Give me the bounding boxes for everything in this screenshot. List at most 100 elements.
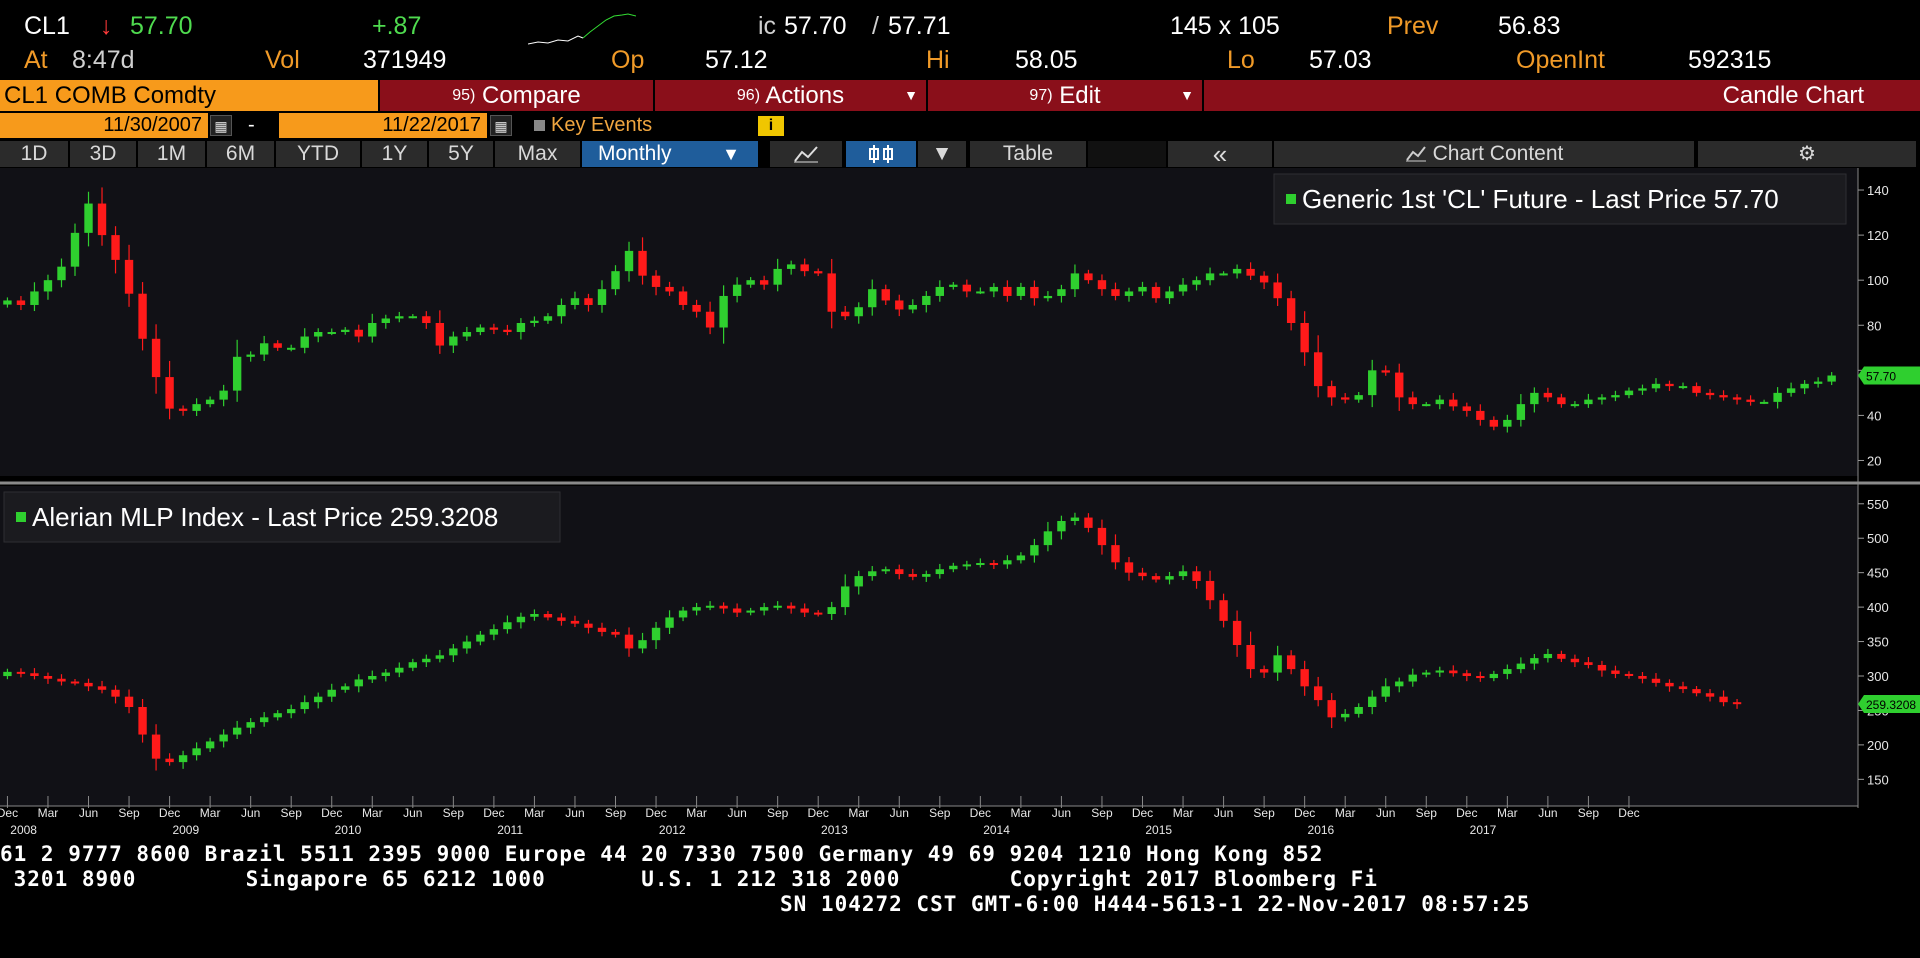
candle <box>124 244 134 307</box>
tab-max[interactable]: Max <box>495 141 582 167</box>
candle <box>1016 282 1026 301</box>
candle <box>1813 377 1823 388</box>
actions-button[interactable]: 96) Actions ▼ <box>653 80 926 111</box>
candle <box>1178 278 1188 296</box>
x-tick-month: Dec <box>808 806 829 820</box>
tab-1m[interactable]: 1M <box>138 141 207 167</box>
candle <box>1651 378 1661 393</box>
candle <box>800 603 809 618</box>
candle <box>1503 664 1512 680</box>
table-button[interactable]: Table <box>970 141 1088 167</box>
footer-session-info: SN 104272 CST GMT-6:00 H444-5613-1 22-No… <box>780 892 1531 916</box>
candle <box>489 323 499 335</box>
candle <box>30 668 39 680</box>
candle <box>1665 380 1674 391</box>
candle <box>1219 271 1228 276</box>
tab-3d[interactable]: 3D <box>70 141 138 167</box>
tab-1y[interactable]: 1Y <box>362 141 429 167</box>
x-tick-month: Sep <box>281 806 303 820</box>
tab-1d[interactable]: 1D <box>0 141 70 167</box>
candle <box>665 610 674 635</box>
candle-chart[interactable]: 2040608010012014057.70150200250300350400… <box>0 168 1920 808</box>
tab-5y[interactable]: 5Y <box>429 141 495 167</box>
tab-ytd[interactable]: YTD <box>276 141 362 167</box>
chart-type-dropdown[interactable]: ▼ <box>918 141 968 167</box>
candle <box>1692 685 1701 697</box>
period-tabs: 1D 3D 1M 6M YTD 1Y 5Y Max Monthly ▼ ▼ Ta… <box>0 141 1920 167</box>
x-tick-month: Mar <box>362 806 383 820</box>
candle <box>462 326 472 341</box>
x-tick-year: 2013 <box>821 823 848 837</box>
candle <box>192 398 201 416</box>
candle <box>1246 262 1255 281</box>
key-events-label: Key Events <box>551 114 653 136</box>
candle <box>1449 665 1458 677</box>
candle <box>949 562 958 573</box>
candle <box>1611 390 1620 402</box>
footer-contacts-line2: 3201 8900 Singapore 65 6212 1000 U.S. 1 … <box>0 867 1378 891</box>
legend-cl-future[interactable]: Generic 1st 'CL' Future - Last Price 57.… <box>1273 173 1847 225</box>
start-date-field[interactable]: 11/30/2007 <box>0 113 208 138</box>
period-dropdown[interactable]: Monthly ▼ <box>582 141 760 167</box>
candle <box>1530 387 1539 413</box>
security-field[interactable]: CL1 COMB Comdty <box>0 80 378 111</box>
line-chart-icon[interactable] <box>770 141 844 167</box>
prev-label: Prev <box>1387 12 1439 40</box>
candle <box>1124 557 1134 581</box>
candle <box>786 260 796 275</box>
key-events-toggle[interactable]: Key Events <box>534 113 652 138</box>
candle <box>368 670 377 684</box>
open-label: Op <box>611 46 645 74</box>
candle <box>1395 677 1404 693</box>
candle <box>1732 699 1742 709</box>
candle <box>1800 380 1809 395</box>
chart-content-button[interactable]: Chart Content <box>1274 141 1696 167</box>
candle <box>827 601 836 620</box>
candle <box>624 627 634 657</box>
y-tick-label: 140 <box>1867 183 1889 198</box>
candle <box>665 281 674 296</box>
high-label: Hi <box>926 46 950 74</box>
candle <box>489 624 499 641</box>
candle <box>1489 416 1499 431</box>
calendar-icon[interactable]: ▦ <box>490 115 512 136</box>
candle <box>43 274 53 300</box>
compare-button[interactable]: 95) Compare <box>378 80 653 111</box>
candle <box>868 279 877 316</box>
candle-chart-icon[interactable] <box>846 141 918 167</box>
x-tick-month: Jun <box>890 806 909 820</box>
candle <box>341 327 350 335</box>
candle <box>84 191 93 247</box>
x-tick-month: Sep <box>118 806 140 820</box>
x-tick-month: Jun <box>1214 806 1233 820</box>
bid-ask-size: 145 x 105 <box>1170 12 1280 40</box>
tab-6m[interactable]: 6M <box>207 141 276 167</box>
info-icon[interactable]: i <box>758 116 784 136</box>
actions-label: Actions <box>765 82 845 109</box>
y-tick-label: 350 <box>1867 635 1889 650</box>
candle <box>259 712 269 727</box>
end-date-field[interactable]: 11/22/2017 <box>279 113 487 138</box>
candle <box>678 606 688 622</box>
candle <box>732 277 742 303</box>
edit-label: Edit <box>1059 82 1101 109</box>
candle <box>1786 382 1796 397</box>
collapse-button[interactable]: « <box>1168 141 1274 167</box>
candle <box>1138 567 1147 581</box>
candle <box>516 318 526 340</box>
x-tick-month: Mar <box>848 806 869 820</box>
gear-icon[interactable]: ⚙ <box>1698 141 1918 167</box>
candle <box>314 692 323 709</box>
candle <box>1124 287 1134 302</box>
candle <box>989 559 999 570</box>
candle <box>962 279 972 298</box>
candle <box>719 602 728 614</box>
legend-alerian-mlp[interactable]: Alerian MLP Index - Last Price 259.3208 <box>3 491 561 543</box>
candle <box>1273 645 1282 681</box>
candle <box>16 296 26 311</box>
x-tick-month: Dec <box>1132 806 1153 820</box>
calendar-icon[interactable]: ▦ <box>210 115 232 136</box>
edit-button[interactable]: 97) Edit ▼ <box>926 80 1202 111</box>
candle <box>1341 393 1350 404</box>
x-tick-month: Mar <box>1011 806 1032 820</box>
